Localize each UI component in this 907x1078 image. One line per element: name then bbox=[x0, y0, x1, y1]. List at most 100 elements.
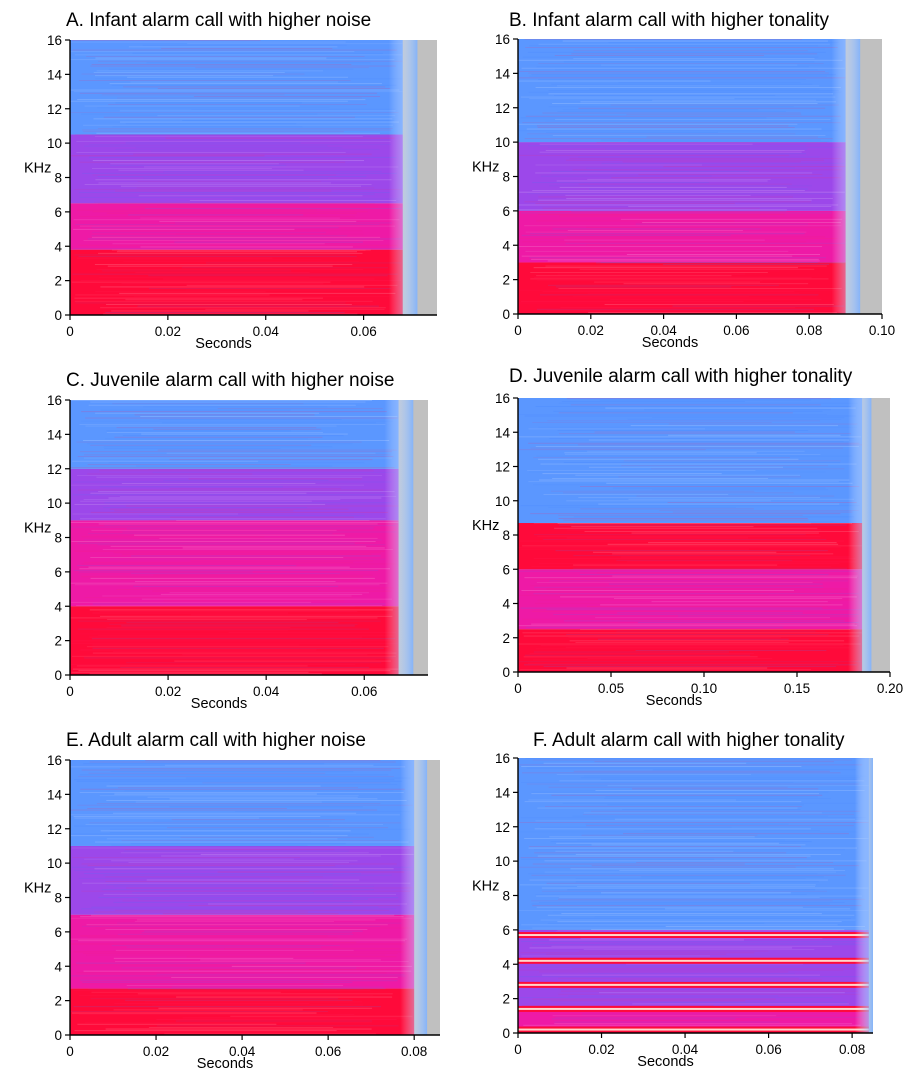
y-tick-label: 10 bbox=[47, 856, 62, 871]
y-tick-label: 12 bbox=[495, 101, 510, 116]
x-axis-label: Seconds bbox=[197, 1056, 253, 1072]
y-tick-label: 0 bbox=[54, 308, 62, 323]
x-tick-label: 0.20 bbox=[877, 681, 903, 696]
y-tick-label: 0 bbox=[502, 1026, 510, 1041]
x-tick-label: 0 bbox=[66, 324, 74, 339]
y-tick-label: 16 bbox=[495, 32, 510, 47]
energy-band bbox=[518, 142, 846, 211]
panel-title: B. Infant alarm call with higher tonalit… bbox=[509, 10, 829, 31]
energy-band bbox=[518, 210, 846, 263]
energy-band bbox=[70, 914, 415, 989]
x-tick-label: 0.08 bbox=[796, 323, 822, 338]
x-tick-label: 0 bbox=[66, 684, 74, 699]
y-tick-label: 6 bbox=[502, 562, 510, 577]
y-tick-label: 14 bbox=[47, 427, 63, 442]
panel-f: F. Adult alarm call with higher tonality… bbox=[453, 720, 907, 1078]
x-tick-label: 0.02 bbox=[588, 1042, 614, 1057]
y-tick-label: 0 bbox=[502, 665, 510, 680]
y-tick-label: 16 bbox=[47, 753, 62, 768]
y-tick-label: 14 bbox=[495, 785, 511, 800]
y-tick-label: 16 bbox=[495, 391, 510, 406]
energy-band bbox=[70, 520, 399, 607]
x-tick-label: 0 bbox=[514, 323, 522, 338]
energy-band bbox=[518, 523, 863, 570]
y-tick-label: 16 bbox=[47, 393, 62, 408]
y-tick-label: 0 bbox=[502, 307, 510, 322]
x-axis-label: Seconds bbox=[642, 335, 698, 351]
energy-band bbox=[70, 134, 403, 204]
y-tick-label: 12 bbox=[495, 460, 510, 475]
y-tick-label: 6 bbox=[54, 925, 62, 940]
x-tick-label: 0.04 bbox=[253, 684, 280, 699]
energy-band bbox=[518, 262, 846, 314]
x-tick-label: 0.05 bbox=[598, 681, 624, 696]
y-axis-label: KHz bbox=[472, 518, 499, 534]
y-tick-label: 8 bbox=[54, 171, 62, 186]
y-tick-label: 10 bbox=[495, 494, 510, 509]
panel-title: E. Adult alarm call with higher noise bbox=[66, 730, 366, 751]
x-tick-label: 0.04 bbox=[650, 323, 677, 338]
y-tick-label: 4 bbox=[54, 239, 62, 254]
energy-band bbox=[518, 569, 863, 630]
x-tick-label: 0 bbox=[514, 1042, 522, 1057]
x-axis-label: Seconds bbox=[195, 336, 251, 352]
energy-band bbox=[70, 845, 415, 915]
panel-title: F. Adult alarm call with higher tonality bbox=[533, 730, 845, 751]
x-tick-label: 0.02 bbox=[155, 324, 181, 339]
x-tick-label: 0.06 bbox=[755, 1042, 781, 1057]
x-tick-label: 0.06 bbox=[723, 323, 749, 338]
spectrogram-a: 0 2 4 6 8 10 12 14 16 0 0.02 0.04 0.06 KHz Seconds bbox=[24, 33, 437, 352]
x-tick-label: 0 bbox=[514, 681, 522, 696]
y-tick-label: 12 bbox=[495, 820, 510, 835]
panel-e: E. Adult alarm call with higher noise 0 2… bbox=[0, 720, 453, 1078]
energy-band bbox=[70, 468, 399, 521]
y-tick-label: 6 bbox=[54, 565, 62, 580]
energy-band bbox=[518, 929, 869, 1008]
y-tick-label: 10 bbox=[495, 135, 510, 150]
y-tick-label: 16 bbox=[495, 751, 510, 766]
y-tick-label: 2 bbox=[54, 274, 62, 289]
y-tick-label: 4 bbox=[502, 957, 510, 972]
spectrogram-e: 0 2 4 6 8 10 12 14 16 0 0.02 0.04 0.06 0.08 KHz Seconds bbox=[24, 753, 440, 1072]
x-tick-label: 0 bbox=[66, 1044, 74, 1059]
y-tick-label: 14 bbox=[495, 425, 511, 440]
y-tick-label: 6 bbox=[502, 923, 510, 938]
energy-band bbox=[518, 758, 869, 930]
energy-band bbox=[70, 400, 399, 469]
y-tick-label: 14 bbox=[47, 787, 63, 802]
energy-band bbox=[70, 249, 403, 315]
y-tick-label: 14 bbox=[47, 67, 63, 82]
x-tick-label: 0.15 bbox=[784, 681, 810, 696]
panel-title: C. Juvenile alarm call with higher noise bbox=[66, 370, 395, 391]
y-tick-label: 4 bbox=[54, 599, 62, 614]
y-axis-label: KHz bbox=[472, 878, 499, 894]
y-tick-label: 8 bbox=[502, 528, 510, 543]
energy-band bbox=[70, 203, 403, 250]
y-tick-label: 2 bbox=[502, 992, 510, 1007]
x-tick-label: 0.04 bbox=[229, 1044, 256, 1059]
x-tick-label: 0.08 bbox=[839, 1042, 865, 1057]
x-axis-label: Seconds bbox=[646, 693, 702, 709]
signal-end-fade bbox=[388, 40, 418, 315]
x-tick-label: 0.02 bbox=[143, 1044, 169, 1059]
y-tick-label: 4 bbox=[54, 959, 62, 974]
x-axis-label: Seconds bbox=[637, 1054, 693, 1070]
y-tick-label: 12 bbox=[47, 822, 62, 837]
y-tick-label: 4 bbox=[502, 597, 510, 612]
energy-band bbox=[518, 39, 846, 143]
y-tick-label: 2 bbox=[502, 273, 510, 288]
x-tick-label: 0.04 bbox=[253, 324, 280, 339]
energy-band bbox=[70, 40, 403, 135]
y-tick-label: 0 bbox=[54, 1028, 62, 1043]
signal-end-fade bbox=[400, 760, 428, 1035]
y-tick-label: 6 bbox=[54, 205, 62, 220]
y-tick-label: 0 bbox=[54, 668, 62, 683]
x-tick-label: 0.10 bbox=[869, 323, 895, 338]
panel-title: D. Juvenile alarm call with higher tonal… bbox=[509, 366, 853, 387]
y-tick-label: 8 bbox=[502, 170, 510, 185]
signal-end-fade bbox=[384, 400, 414, 675]
panel-a: A. Infant alarm call with higher noise 0… bbox=[0, 0, 453, 360]
energy-band bbox=[70, 606, 399, 675]
y-tick-label: 10 bbox=[47, 496, 62, 511]
